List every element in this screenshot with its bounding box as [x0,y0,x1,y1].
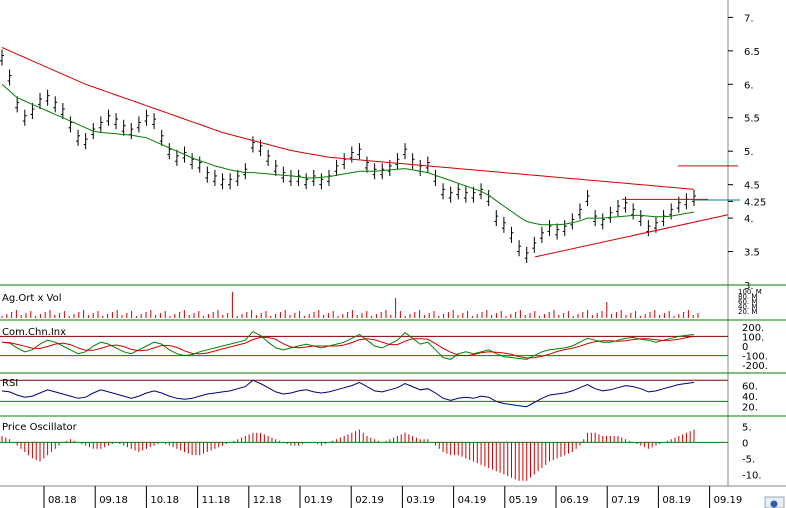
volume-tick-label: 60. M [738,298,757,306]
x-tick-label: 12.18 [253,495,282,506]
trend-line-support [534,214,729,258]
volume-panel: 100. M80. M60. M40. M20. M [0,288,786,321]
cci-tick-label: -100. [742,352,768,363]
x-tick-label: 04.19 [458,495,487,506]
price-tick-label: 3.5 [744,248,760,259]
price-tick-label: 6. [744,80,754,91]
volume-tick-label: 40. M [738,303,757,311]
x-tick-label: 02.19 [355,495,384,506]
oscillator-tick-label: 0 [742,438,748,449]
volume-tick-label: 100. M [738,288,762,296]
price-tick-label: 3. [744,281,754,292]
price-tick-label: 4.25 [744,197,766,208]
rsi-panel-label: RSI [2,378,18,389]
cci-panel: 200.100.0-100.-200. [0,323,786,374]
rsi-tick-label: 20. [742,403,758,414]
price-tick-label: 4. [744,214,754,225]
volume-tick-label: 20. M [738,308,757,316]
x-tick-label: 07.19 [611,495,640,506]
x-tick-label: 08.18 [48,495,77,506]
rsi-line [1,379,695,408]
rsi-tick-label: 60. [742,382,758,393]
cci-tick-label: 200. [742,323,764,334]
cci-tick-label: 100. [742,332,764,343]
x-tick-label: 09.18 [99,495,128,506]
oscillator-tick-label: -10. [742,470,762,481]
x-tick-label: 01.19 [304,495,333,506]
x-tick-label: 05.19 [509,495,538,506]
price-panel: 7. 6.5 6. 5.5 5. 4.5 4.25 4. 3.5 3. [0,0,786,486]
price-bg [0,0,786,285]
oscillator-panel: 5. 0 -5. -10. [0,422,786,487]
x-tick-label: 08.19 [662,495,691,506]
oscillator-panel-label: Price Oscillator [2,422,78,433]
ma-short-line [1,83,695,226]
app-logo-icon [764,496,785,508]
x-tick-label: 06.19 [560,495,589,506]
price-tick-label: 5.5 [744,114,760,125]
x-tick-label: 09.19 [714,495,743,506]
volume-panel-label: Ag.Ort x Vol [2,293,62,304]
x-tick-label: 03.19 [406,495,435,506]
rsi-panel: 60.40.20. [0,379,786,417]
cci-signal-line [1,335,695,359]
oscillator-tick-label: -5. [742,454,755,465]
volume-tick-label: 80. M [738,293,757,301]
x-axis: 08.18 09.18 10.18 11.18 12.18 01.19 02.19 03.19… [43,486,743,508]
cci-panel-label: Com.Chn.Inx [2,327,66,338]
oscillator-tick-label: 5. [742,422,752,433]
cci-tick-label: -200. [742,361,768,372]
ma-long-line [1,47,695,190]
rsi-tick-label: 40. [742,392,758,403]
x-tick-label: 11.18 [202,495,231,506]
cci-line [1,330,695,360]
price-tick-label: 7. [744,13,754,24]
price-tick-label: 4.5 [744,181,760,192]
cci-tick-label: 0 [742,342,748,353]
x-tick-label: 10.18 [150,495,179,506]
price-tick-label: 6.5 [744,47,760,58]
price-tick-label: 5. [744,147,754,158]
